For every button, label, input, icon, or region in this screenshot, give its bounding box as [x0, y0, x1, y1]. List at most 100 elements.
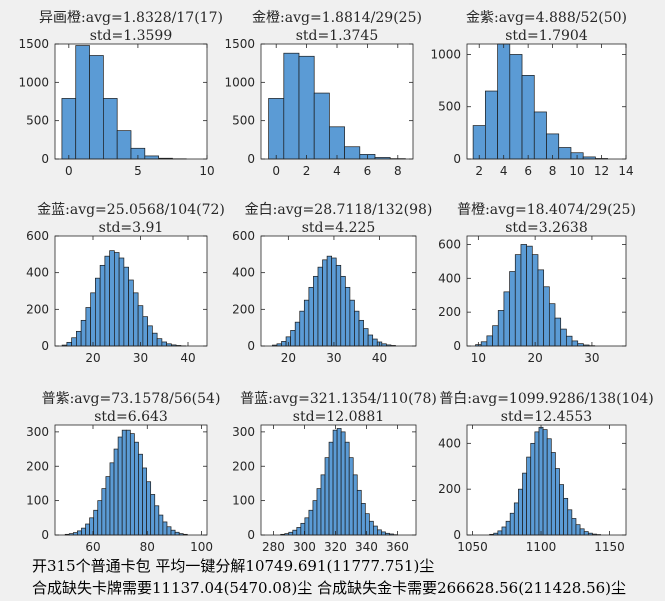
bar-jinzi-1	[484, 90, 498, 160]
bar-jinbai-21	[367, 334, 374, 347]
bar-puzi-22	[154, 505, 160, 536]
xtick-label-pulan-3: 340	[355, 540, 378, 554]
bar-pubai-22	[579, 528, 585, 536]
title-line1-jinlan: 金蓝:avg=25.0568/104(72)	[37, 202, 225, 218]
bar-jinbai-10	[317, 266, 323, 347]
xtick-label-jinlan-2: 40	[180, 351, 195, 365]
ytick-label-pulan-0: 0	[247, 528, 255, 542]
xtick-label-pulan-0: 280	[262, 540, 285, 554]
ytick-label-jinbai-3: 600	[232, 229, 255, 243]
ytick-label-jinzi-1: 500	[438, 100, 461, 114]
bar-puzi-8	[97, 500, 103, 536]
bar-pucheng-13	[548, 303, 556, 347]
bar-pubai-7	[518, 488, 523, 536]
bar-puzi-27	[174, 531, 180, 536]
xtick-label-pucheng-0: 10	[471, 351, 486, 365]
histogram-panel-jinzi: 金紫:avg=4.888/52(50) std=1.7904 2 4 6 8 10 12 14 0…	[430, 10, 633, 178]
bar-jinbai-14	[335, 264, 342, 347]
ytick-label-jincheng-0: 0	[247, 152, 255, 166]
bar-puzi-13	[117, 436, 123, 536]
xtick-label-jinzi-2: 6	[524, 164, 532, 178]
bar-pubai-14	[546, 438, 552, 536]
bar-pubai-5	[509, 512, 515, 536]
axes-frame-pucheng	[466, 235, 627, 347]
bar-pulan-17	[348, 457, 354, 536]
axes-frame-puzi	[54, 424, 208, 536]
bar-pulan-8	[312, 500, 318, 536]
bar-pucheng-7	[514, 254, 522, 347]
bar-jinbai-18	[354, 310, 360, 347]
histogram-panel-pulan: 普蓝:avg=321.1354/110(78) std=12.0881 280 300…	[232, 391, 437, 554]
bar-puzi-16	[129, 433, 135, 536]
xtick-label-jinzi-4: 10	[569, 164, 584, 178]
bar-puzi-4	[81, 527, 86, 536]
bar-pulan-13	[332, 429, 338, 536]
bar-pulan-20	[360, 503, 366, 536]
bar-pulan-2	[288, 531, 294, 536]
xtick-label-jincheng-1: 2	[303, 164, 311, 178]
ytick-label-yichengcheng-0: 0	[41, 152, 49, 166]
bar-jinlan-7	[95, 277, 101, 347]
title-line1-jincheng: 金橙:avg=1.8814/29(25)	[252, 10, 422, 26]
bar-jinbai-9	[313, 275, 319, 347]
title-line1-pucheng: 普橙:avg=18.4074/29(25)	[457, 202, 636, 218]
ytick-label-puzi-0: 0	[41, 528, 49, 542]
bar-jinbai-4	[290, 330, 296, 347]
bar-jincheng-1	[283, 52, 300, 160]
xtick-label-jinbai-0: 20	[281, 351, 296, 365]
xtick-label-pucheng-2: 30	[584, 351, 599, 365]
xtick-label-jinbai-1: 30	[326, 351, 341, 365]
bar-pucheng-14	[554, 317, 562, 347]
bar-jinlan-12	[118, 257, 125, 347]
bar-pulan-12	[328, 441, 334, 536]
xtick-label-jincheng-4: 8	[394, 164, 402, 178]
bar-puzi-25	[166, 526, 172, 536]
bar-jinzi-7	[558, 147, 572, 160]
bar-puzi-7	[93, 509, 99, 536]
bar-jinlan-13	[123, 266, 129, 347]
bar-pubai-4	[505, 520, 511, 536]
bar-pucheng-3	[492, 325, 499, 347]
ytick-label-jinbai-0: 0	[247, 339, 255, 353]
bar-puzi-14	[121, 429, 127, 536]
bar-jinbai-8	[308, 286, 314, 347]
bar-pucheng-1	[480, 341, 488, 347]
bar-pubai-21	[575, 524, 581, 536]
bar-jinbai-16	[344, 286, 351, 347]
xtick-label-pucheng-1: 20	[528, 351, 543, 365]
xtick-label-pubai-1: 1100	[526, 540, 557, 554]
ytick-label-jincheng-1: 500	[232, 114, 255, 128]
xtick-label-pulan-4: 360	[386, 540, 409, 554]
ytick-label-yichengcheng-2: 1000	[18, 75, 49, 89]
summary-line-2: 合成缺失卡牌需要11137.04(5470.08)尘 合成缺失金卡需要26662…	[32, 579, 627, 597]
ytick-label-jinlan-0: 0	[41, 339, 49, 353]
bar-jinlan-18	[147, 325, 153, 347]
bar-pulan-21	[364, 513, 370, 536]
ytick-label-jinlan-1: 200	[26, 302, 49, 316]
bar-pucheng-8	[520, 244, 527, 347]
bar-pulan-6	[304, 517, 310, 536]
bar-jinlan-17	[142, 316, 148, 347]
bar-pucheng-12	[543, 286, 550, 347]
histogram-panel-jincheng: 金橙:avg=1.8814/29(25) std=1.3745 0 2 4 6 8 0 500 1…	[224, 10, 422, 178]
xtick-label-jinzi-5: 12	[594, 164, 609, 178]
bar-pulan-19	[356, 489, 362, 536]
bar-pulan-10	[320, 474, 326, 536]
bar-jincheng-2	[298, 55, 315, 160]
bar-jinzi-3	[509, 54, 523, 160]
bar-jinbai-5	[294, 321, 301, 347]
xtick-label-jinlan-1: 30	[133, 351, 148, 365]
bar-jinlan-14	[128, 279, 134, 347]
bar-pulan-4	[296, 527, 302, 536]
title-line1-puzi: 普紫:avg=73.1578/56(54)	[42, 391, 221, 407]
bar-pulan-25	[381, 531, 386, 536]
xtick-label-jinbai-2: 40	[372, 351, 387, 365]
bar-jinbai-15	[340, 275, 346, 347]
bar-jinlan-15	[133, 292, 139, 347]
title-line2-jinbai: std=4.225	[302, 220, 376, 236]
xtick-label-puzi-1: 80	[140, 540, 155, 554]
bar-pubai-10	[530, 442, 536, 536]
bar-pubai-15	[550, 452, 556, 536]
bar-jinbai-12	[326, 255, 333, 347]
